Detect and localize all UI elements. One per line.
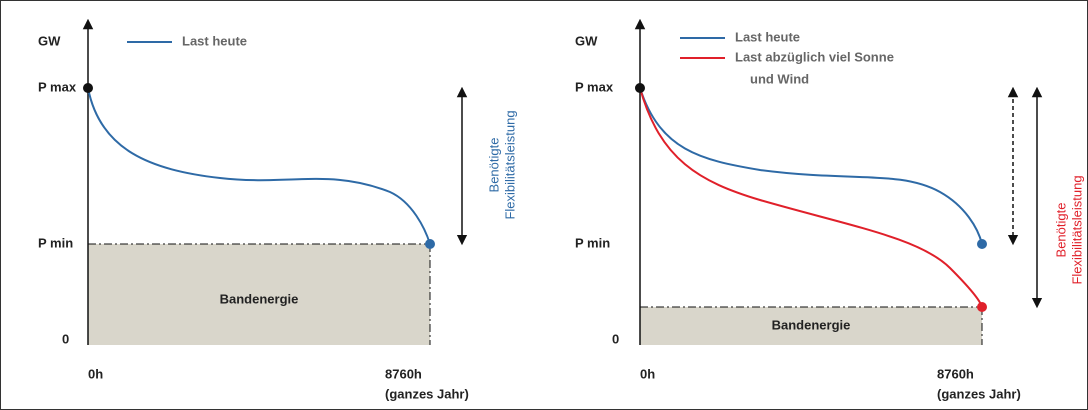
end-dot bbox=[977, 302, 987, 312]
right-panel: Last heute Last abzüglich viel Sonne und… bbox=[575, 18, 1084, 401]
pmin-label: P min bbox=[575, 235, 610, 250]
flex-label: Benötigte bbox=[1053, 203, 1068, 258]
pmax-label: P max bbox=[575, 79, 614, 94]
zero-label: 0 bbox=[62, 331, 69, 346]
axis-label: GW bbox=[575, 33, 598, 48]
legend-label: Last abzüglich viel Sonne bbox=[735, 49, 894, 64]
x-end-label: 8760h bbox=[385, 366, 422, 381]
pmax-label: P max bbox=[38, 79, 77, 94]
left-panel: Last heute GW P max P min 0 0h 8760h (ga… bbox=[38, 18, 517, 401]
x-end-note: (ganzes Jahr) bbox=[937, 386, 1021, 401]
flex-label: Flexibilitätsleistung bbox=[1069, 175, 1084, 284]
load-curve bbox=[87, 87, 431, 245]
pmax-dot bbox=[635, 83, 645, 93]
band-area bbox=[640, 307, 982, 345]
band-area bbox=[88, 244, 430, 345]
axis-label: GW bbox=[38, 33, 61, 48]
pmax-dot bbox=[83, 83, 93, 93]
x-end-label: 8760h bbox=[937, 366, 974, 381]
flex-label: Benötigte bbox=[486, 138, 501, 193]
residual-curve bbox=[639, 87, 983, 308]
x-end-note: (ganzes Jahr) bbox=[385, 386, 469, 401]
x-start-label: 0h bbox=[640, 366, 655, 381]
legend-label: und Wind bbox=[750, 71, 809, 86]
load-curve bbox=[639, 87, 983, 245]
pmin-label: P min bbox=[38, 235, 73, 250]
legend-label: Last heute bbox=[182, 33, 247, 48]
zero-label: 0 bbox=[612, 331, 619, 346]
legend-label: Last heute bbox=[735, 29, 800, 44]
band-label: Bandenergie bbox=[220, 291, 299, 306]
end-dot bbox=[977, 239, 987, 249]
flex-label: Flexibilitätsleistung bbox=[502, 110, 517, 219]
x-start-label: 0h bbox=[88, 366, 103, 381]
band-label: Bandenergie bbox=[772, 317, 851, 332]
end-dot bbox=[425, 239, 435, 249]
